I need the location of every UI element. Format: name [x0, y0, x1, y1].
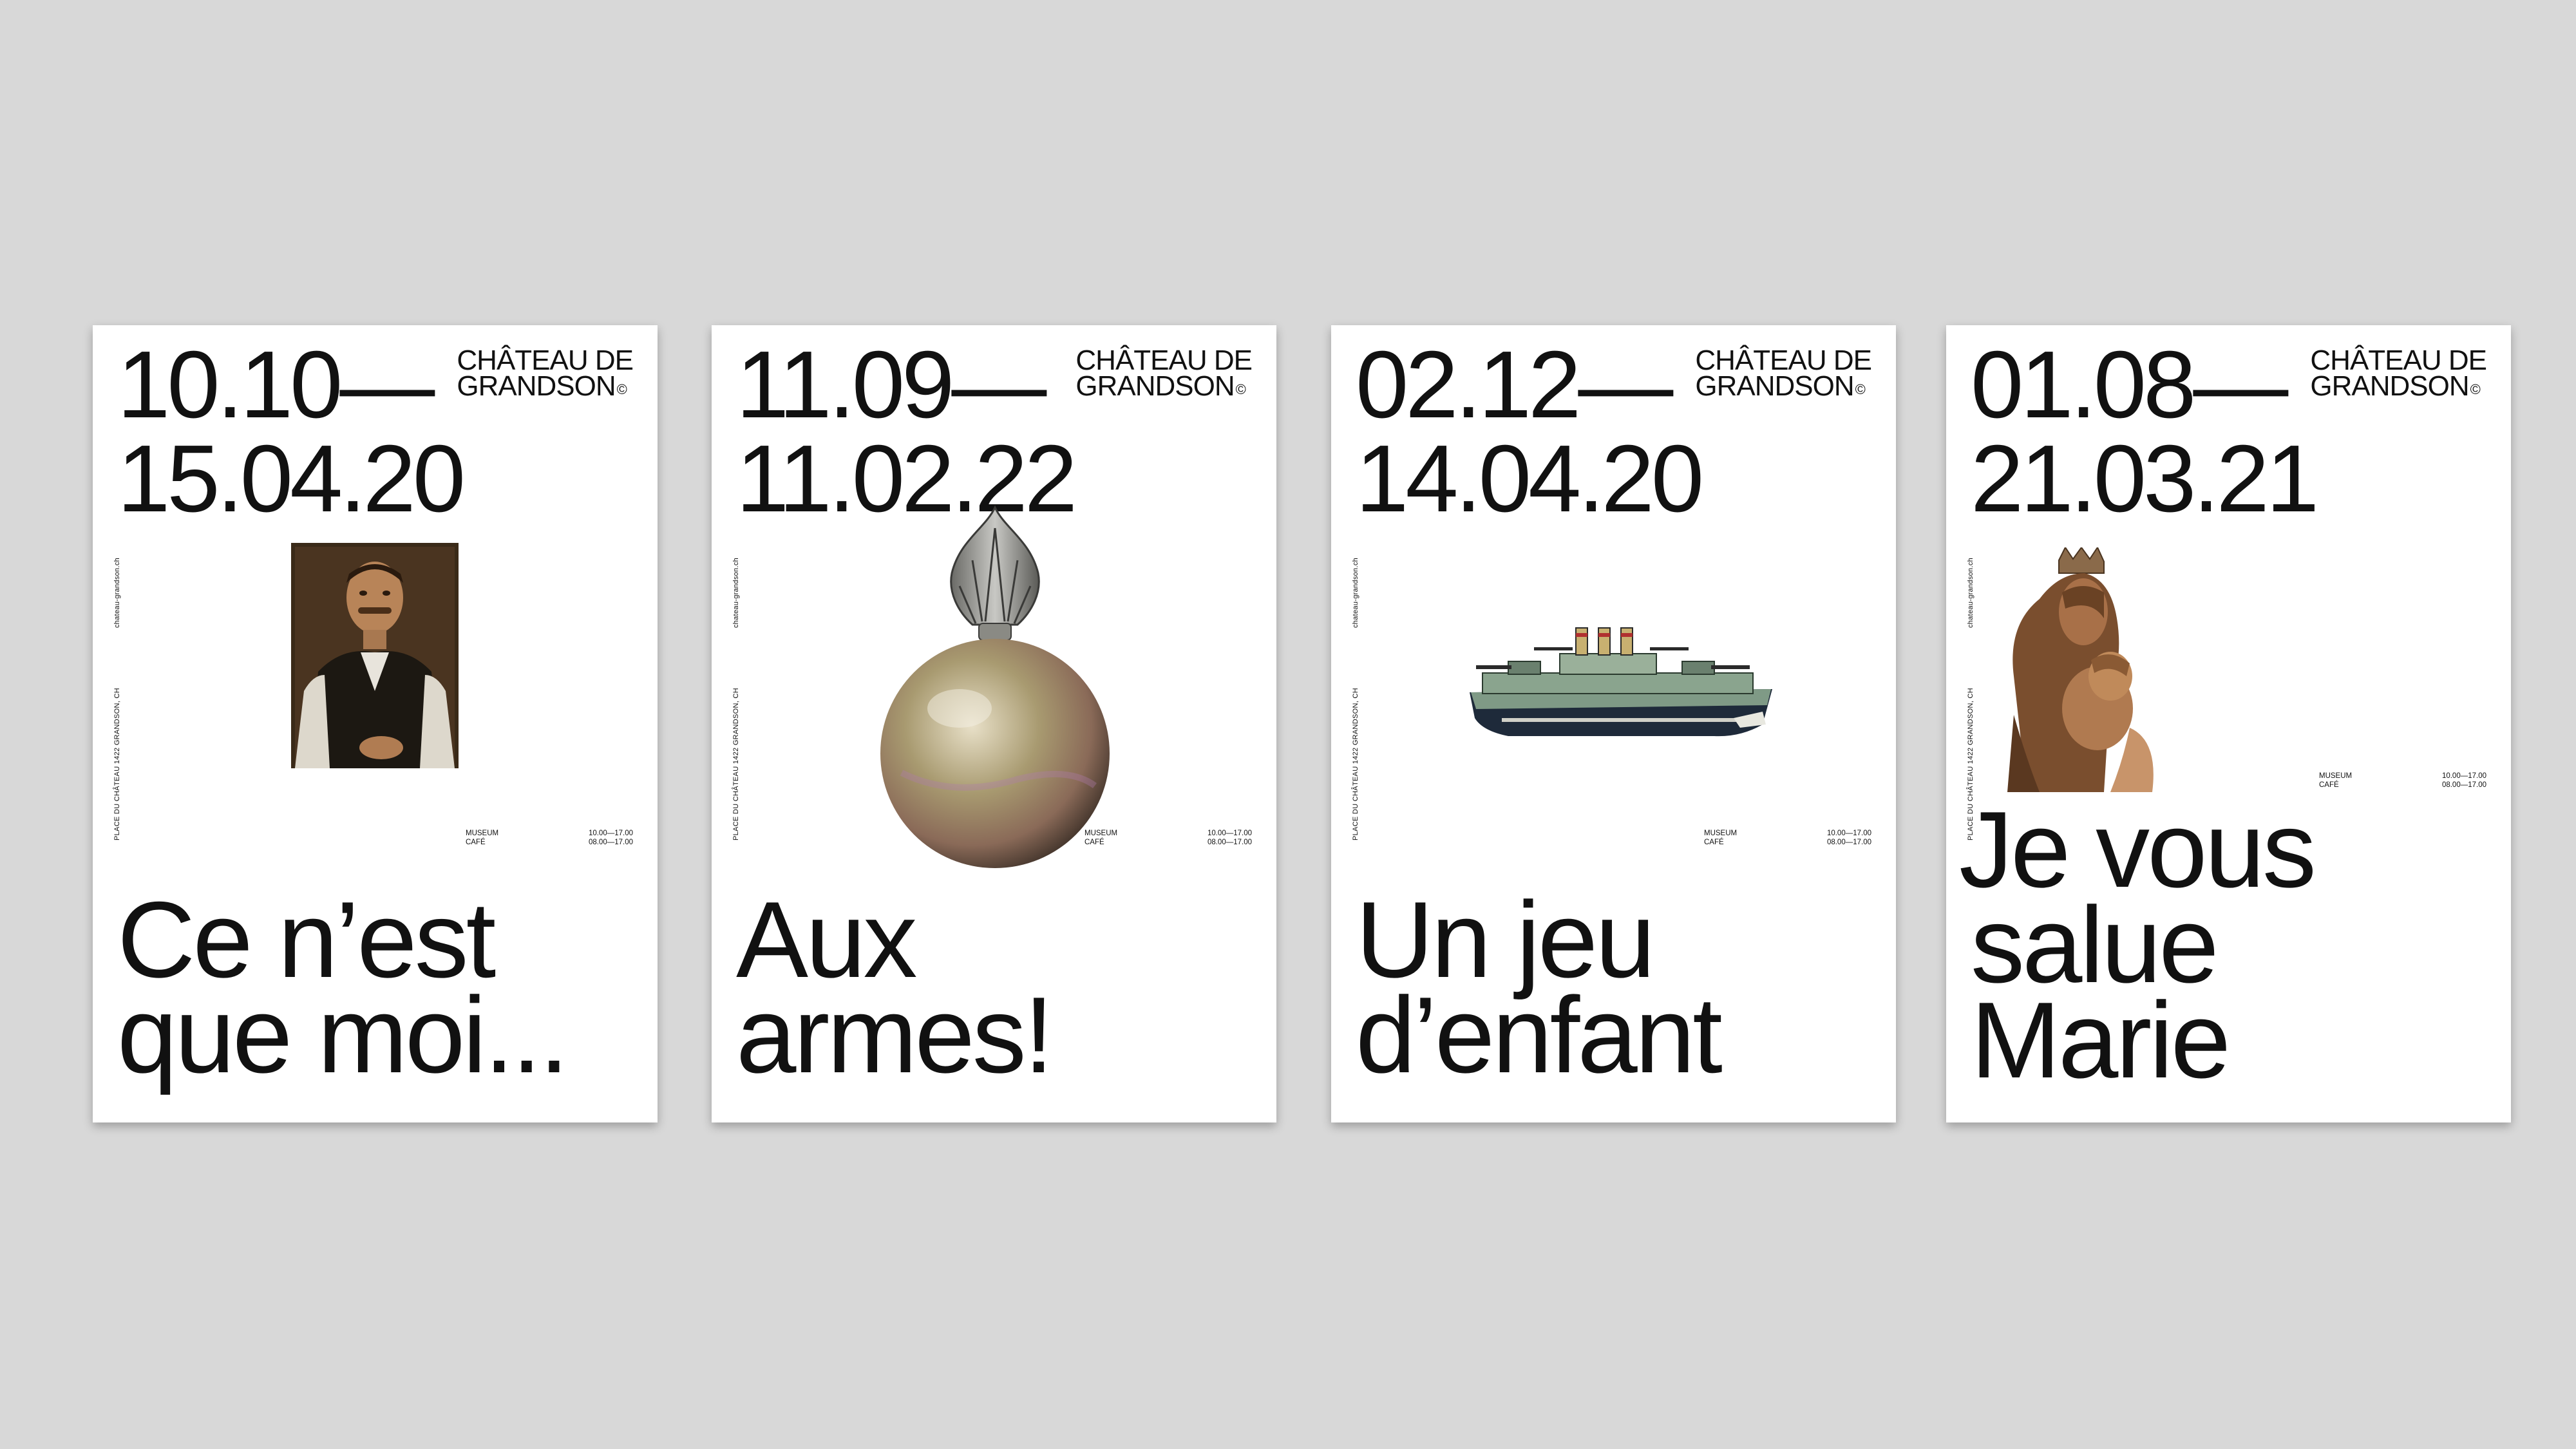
exhibition-dates: 01.08— 21.03.21 — [1971, 332, 2319, 532]
opening-hours: MUSEUM 10.00—17.00 CAFÉ 08.00—17.00 — [466, 829, 633, 847]
poster-aux-armes: 11.09— 11.02.22 CHÂTEAU DE GRANDSON© cha… — [712, 325, 1276, 1122]
poster-ce-nest-que-moi: 10.10— 15.04.20 CHÂTEAU DE GRANDSON© cha… — [93, 325, 658, 1122]
date-start: 01.08— — [1971, 332, 2288, 438]
brand-line-1: CHÂTEAU DE — [457, 345, 634, 376]
cafe-label: CAFÉ — [466, 838, 486, 846]
cafe-label: CAFÉ — [2319, 781, 2339, 789]
brand-line-1: CHÂTEAU DE — [1695, 345, 1872, 376]
brand-line-2: GRANDSON — [457, 370, 616, 402]
museum-label: MUSEUM — [1084, 829, 1118, 837]
date-end: 14.04.20 — [1356, 426, 1704, 532]
portrait-painting — [291, 543, 459, 768]
date-start: 11.09— — [736, 332, 1046, 438]
brand-line-1: CHÂTEAU DE — [2310, 345, 2487, 376]
headline-line-1: Je vous — [1959, 789, 2316, 910]
brand-line-2: GRANDSON — [2310, 370, 2469, 402]
date-end: 21.03.21 — [1971, 426, 2319, 532]
exhibition-dates: 11.09— 11.02.22 — [736, 332, 1077, 532]
brand-line-2: GRANDSON — [1695, 370, 1854, 402]
headline-line-2: armes! — [736, 974, 1054, 1095]
cafe-hours: 08.00—17.00 — [1826, 838, 1871, 846]
brand-line-2: GRANDSON — [1075, 370, 1235, 402]
museum-hours: 10.00—17.00 — [1207, 829, 1252, 837]
opening-hours: MUSEUM 10.00—17.00 CAFÉ 08.00—17.00 — [1704, 829, 1871, 847]
headline-line-1: Un jeu — [1356, 879, 1656, 1000]
date-end: 15.04.20 — [117, 426, 466, 532]
website-text: chateau-grandson.ch — [1352, 557, 1359, 628]
address-text: PLACE DU CHÂTEAU 1422 GRANDSON, CH — [1352, 688, 1359, 840]
headline-line-1: Ce n’est — [117, 879, 496, 1000]
exhibition-dates: 10.10— 15.04.20 — [117, 332, 466, 532]
headline-line-1: Aux — [736, 879, 918, 1000]
brand-line-1: CHÂTEAU DE — [1075, 345, 1253, 376]
cafe-hours: 08.00—17.00 — [2441, 781, 2486, 789]
brand-mark: © — [1235, 381, 1246, 397]
headline: Je vous salue Marie — [1959, 789, 2316, 1101]
address-text: PLACE DU CHÂTEAU 1422 GRANDSON, CH — [732, 688, 740, 840]
headline-line-3: Marie — [1971, 980, 2231, 1101]
brand-logo: CHÂTEAU DE GRANDSON© — [2310, 345, 2487, 402]
madonna-sculpture — [2001, 547, 2165, 792]
flaming-grenade-ornament — [880, 505, 1110, 868]
headline-line-2: d’enfant — [1356, 974, 1723, 1095]
poster-je-vous-salue-marie: 01.08— 21.03.21 CHÂTEAU DE GRANDSON© cha… — [1946, 325, 2511, 1122]
brand-logo: CHÂTEAU DE GRANDSON© — [1695, 345, 1872, 402]
website-text: chateau-grandson.ch — [113, 557, 121, 628]
museum-label: MUSEUM — [1704, 829, 1738, 837]
cafe-label: CAFÉ — [1084, 838, 1104, 846]
museum-label: MUSEUM — [466, 829, 499, 837]
museum-label: MUSEUM — [2319, 772, 2353, 780]
headline: Un jeu d’enfant — [1356, 879, 1723, 1095]
exhibition-dates: 02.12— 14.04.20 — [1356, 332, 1704, 532]
brand-logo: CHÂTEAU DE GRANDSON© — [457, 345, 634, 402]
museum-hours: 10.00—17.00 — [588, 829, 633, 837]
headline-line-2: salue — [1971, 884, 2219, 1005]
museum-hours: 10.00—17.00 — [2441, 772, 2486, 780]
brand-mark: © — [616, 381, 627, 397]
cafe-label: CAFÉ — [1704, 838, 1724, 846]
cafe-hours: 08.00—17.00 — [588, 838, 633, 846]
address-text: PLACE DU CHÂTEAU 1422 GRANDSON, CH — [113, 688, 121, 840]
opening-hours: MUSEUM 10.00—17.00 CAFÉ 08.00—17.00 — [1084, 829, 1252, 847]
website-text: chateau-grandson.ch — [1967, 557, 1975, 628]
brand-logo: CHÂTEAU DE GRANDSON© — [1075, 345, 1253, 402]
museum-hours: 10.00—17.00 — [1826, 829, 1871, 837]
website-text: chateau-grandson.ch — [732, 557, 740, 628]
toy-battleship — [1470, 627, 1772, 737]
headline: Aux armes! — [736, 879, 1054, 1095]
brand-mark: © — [1855, 381, 1866, 397]
cafe-hours: 08.00—17.00 — [1207, 838, 1252, 846]
opening-hours: MUSEUM 10.00—17.00 CAFÉ 08.00—17.00 — [2319, 772, 2486, 790]
date-start: 10.10— — [117, 332, 435, 438]
date-end: 11.02.22 — [736, 426, 1077, 532]
headline-line-2: que moi... — [117, 974, 569, 1095]
brand-mark: © — [2470, 381, 2481, 397]
headline: Ce n’est que moi... — [117, 879, 569, 1095]
poster-un-jeu-denfant: 02.12— 14.04.20 CHÂTEAU DE GRANDSON© cha… — [1331, 325, 1896, 1122]
date-start: 02.12— — [1356, 332, 1673, 438]
